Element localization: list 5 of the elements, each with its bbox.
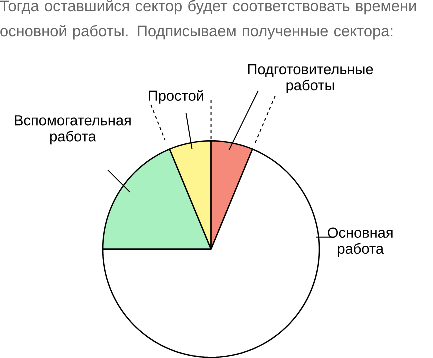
chart-title: Тогда оставшийся сектор будет соответствовать времени основной работы. Подписываем полученные сектора: xyxy=(0,0,416,40)
slice-label: Простой xyxy=(149,90,204,104)
slice-label: Основная работа xyxy=(328,228,393,257)
slice-label: Вспомогательная работа xyxy=(15,115,131,144)
slice-label: Подготовительные работы xyxy=(248,64,374,94)
